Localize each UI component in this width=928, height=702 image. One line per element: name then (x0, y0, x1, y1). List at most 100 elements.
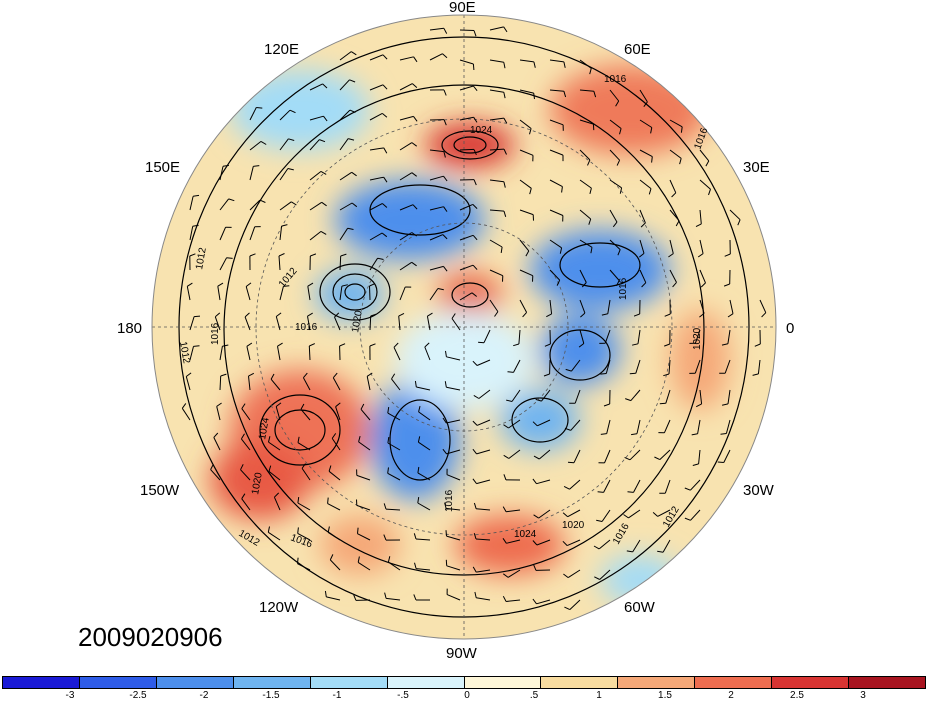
wind-barb-flag (543, 373, 550, 377)
wind-barb-flag (320, 230, 327, 235)
wind-barb (459, 148, 475, 151)
wind-barb (639, 239, 645, 254)
lon-label-90w: 90W (446, 645, 477, 662)
wind-barb-flag (189, 253, 196, 257)
colorbar-label: 2 (728, 690, 734, 701)
wind-barb-flag (473, 30, 477, 37)
lon-label-60e: 60E (624, 41, 651, 58)
wind-barb (508, 449, 521, 459)
colorbar-label: 1 (596, 690, 602, 701)
wind-barb (729, 299, 734, 314)
wind-barb-flag (522, 312, 527, 318)
wind-barb-flag (278, 253, 285, 257)
wind-barb-flag (369, 343, 376, 347)
wind-barb-flag (503, 181, 506, 188)
wind-barb-flag (581, 282, 587, 288)
colorbar-label: -3 (65, 690, 75, 701)
wind-barb-flag (708, 189, 711, 196)
lon-label-120w: 120W (259, 599, 299, 616)
wind-barb (476, 597, 491, 601)
wind-barb-flag (267, 526, 270, 533)
wind-barb (339, 79, 350, 91)
wind-barb (669, 239, 674, 254)
wind-barb-flag (525, 250, 530, 257)
wind-barb-flag (473, 533, 477, 540)
wind-barb (567, 569, 581, 579)
wind-barb (339, 202, 353, 211)
wind-barb-flag (383, 534, 387, 541)
wind-barb-flag (256, 107, 263, 109)
wind-barb-flag (240, 464, 244, 470)
wind-barb (249, 166, 254, 181)
wind-barb-flag (387, 407, 390, 414)
wind-barb-flag (366, 372, 373, 377)
wind-barb-flag (589, 68, 592, 75)
wind-barb (476, 359, 491, 366)
wind-barb-flag (643, 101, 648, 107)
wind-barb-flag (754, 343, 761, 347)
wind-barb (570, 419, 581, 431)
wind-barb (604, 329, 611, 344)
wind-barb-flag (720, 433, 727, 435)
wind-barb (249, 199, 261, 211)
wind-barb (549, 179, 563, 188)
wind-barb-flag (443, 28, 448, 34)
wind-barb-flag (593, 545, 600, 550)
wind-barb (241, 408, 251, 421)
wind-barb (669, 209, 680, 222)
wind-barb (446, 474, 461, 481)
wind-barb (417, 502, 431, 511)
wind-barb-flag (424, 342, 430, 348)
wind-barb (399, 261, 412, 271)
wind-barb (358, 441, 371, 451)
wind-barb (639, 89, 648, 103)
wind-barb-flag (418, 405, 421, 413)
wind-barb (240, 469, 251, 481)
wind-barb-flag (411, 261, 417, 267)
lon-label-60w: 60W (624, 599, 655, 616)
wind-barb (308, 345, 311, 361)
wind-barb-flag (442, 53, 448, 59)
wind-barb (219, 198, 229, 211)
wind-barb (603, 479, 611, 493)
wind-barb-flag (244, 312, 250, 318)
wind-barb (335, 406, 341, 421)
wind-barb (391, 378, 401, 391)
wind-barb-flag (567, 461, 575, 464)
wind-barb-flag (588, 218, 592, 225)
wind-barb-flag (193, 194, 200, 197)
wind-barb-flag (193, 345, 200, 347)
wind-barb-flag (382, 54, 388, 60)
wind-barb (639, 119, 653, 128)
wind-barb-flag (300, 403, 305, 410)
wind-barb-flag (417, 497, 420, 504)
wind-barb-flag (277, 342, 283, 347)
lon-label-0: 0 (786, 320, 795, 337)
wind-barb (579, 59, 592, 69)
wind-barb (519, 299, 528, 313)
wind-barb-flag (563, 61, 566, 68)
wind-barb (609, 149, 620, 161)
wind-barb-flag (597, 491, 604, 493)
wind-barb-flag (259, 199, 266, 203)
wind-barb-flag (600, 373, 607, 375)
wind-barb (189, 196, 194, 211)
wind-barb (536, 539, 551, 546)
wind-barb-flag (535, 398, 542, 402)
wind-barb (601, 509, 611, 522)
colorbar-swatch (541, 677, 619, 688)
colorbar-swatch (695, 677, 773, 688)
wind-barb (549, 149, 564, 156)
wind-barb (244, 316, 251, 331)
wind-barb (399, 172, 413, 181)
wind-barb-flag (217, 282, 224, 287)
wind-barb-flag (532, 540, 538, 546)
lon-label-90e: 90E (449, 0, 476, 16)
wind-barb (181, 408, 191, 421)
wind-barb-flag (589, 187, 592, 195)
wind-barb (309, 171, 322, 181)
wind-barb (475, 538, 491, 541)
wind-barb (639, 209, 646, 224)
wind-barb-flag (451, 313, 456, 319)
wind-barb-flag (411, 232, 417, 237)
